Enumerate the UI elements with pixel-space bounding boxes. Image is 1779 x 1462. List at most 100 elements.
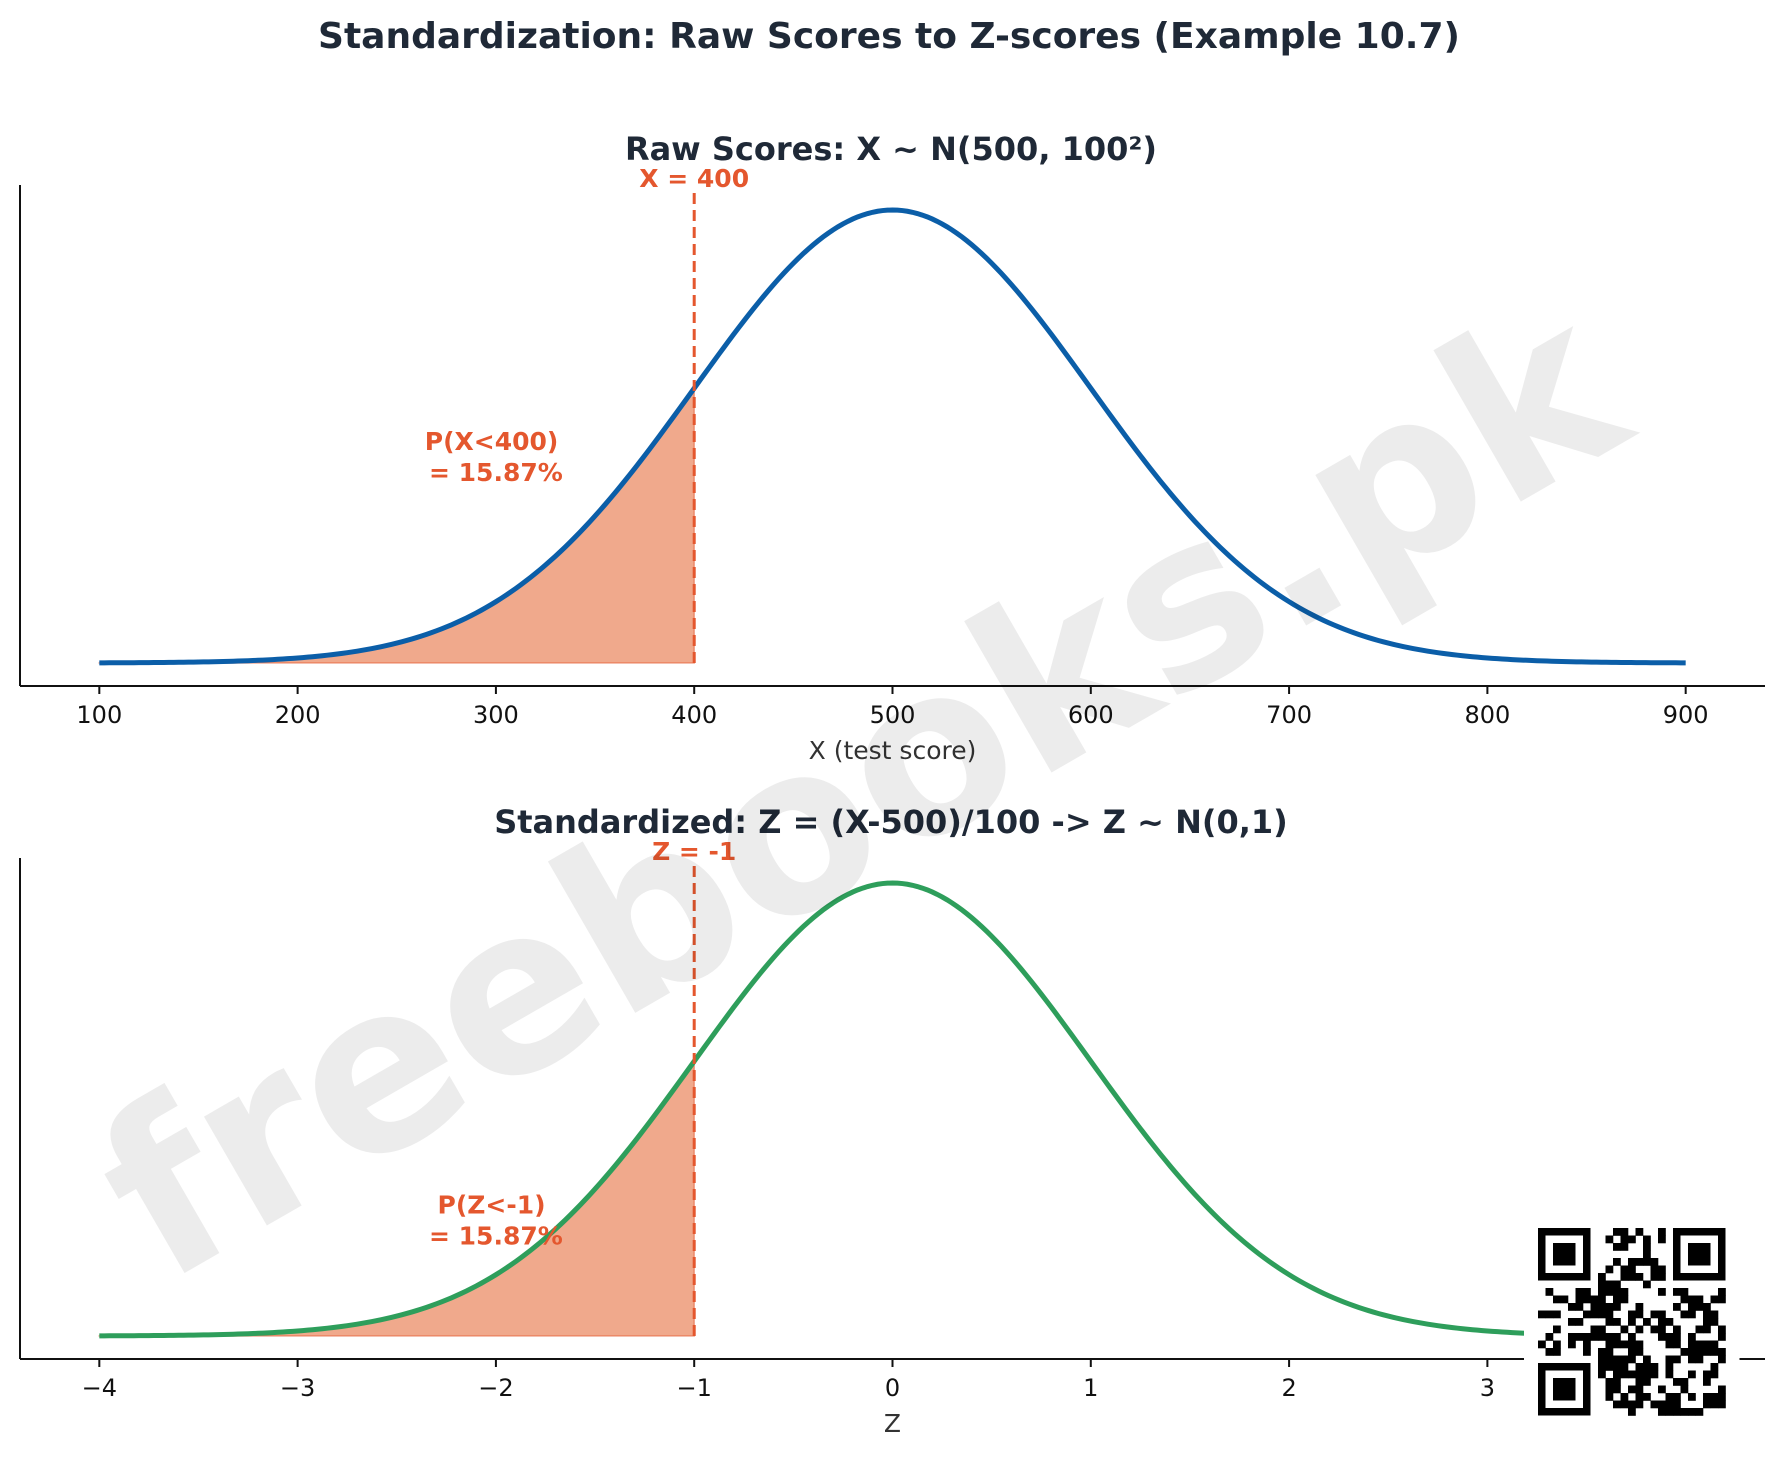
qr-module (1643, 1250, 1651, 1259)
qr-module (1620, 1400, 1629, 1409)
qr-module (1703, 1393, 1711, 1401)
qr-module (1628, 1408, 1636, 1416)
qr-module (1613, 1258, 1621, 1266)
qr-module (1613, 1400, 1621, 1409)
qr-module (1688, 1243, 1711, 1266)
qr-module (1658, 1235, 1666, 1244)
qr-module (1658, 1288, 1666, 1296)
qr-module (1643, 1258, 1651, 1266)
qr-module (1688, 1355, 1696, 1364)
qr-module (1665, 1363, 1674, 1371)
qr-module (1635, 1400, 1644, 1409)
qr-module (1605, 1378, 1614, 1386)
qr-module (1665, 1400, 1674, 1409)
z-x-tick-label: −1 (677, 1374, 712, 1402)
qr-module (1695, 1348, 1704, 1356)
qr-module (1635, 1303, 1644, 1311)
qr-module (1628, 1370, 1636, 1379)
qr-module (1590, 1325, 1599, 1334)
qr-module (1605, 1235, 1614, 1244)
qr-module (1620, 1295, 1629, 1304)
qr-module (1688, 1295, 1696, 1304)
raw-x-tick-label: 500 (870, 701, 916, 729)
raw-annotation-line-2: = 15.87% (429, 458, 563, 487)
qr-module (1688, 1310, 1696, 1319)
qr-module (1628, 1318, 1636, 1326)
qr-module (1710, 1400, 1719, 1409)
qr-module (1680, 1310, 1689, 1319)
z-x-tick-label: 0 (885, 1374, 900, 1402)
z-density-curve (99, 880, 1686, 1339)
qr-module (1553, 1243, 1576, 1266)
z-panel-title: Standardized: Z = (X-500)/100 -> Z ~ N(0… (494, 803, 1288, 841)
qr-module (1628, 1340, 1636, 1349)
qr-module (1553, 1295, 1561, 1304)
z-annotation-line-2: = 15.87% (429, 1222, 563, 1251)
qr-module (1658, 1318, 1666, 1326)
qr-module (1688, 1408, 1696, 1416)
qr-module (1635, 1258, 1644, 1266)
qr-module (1553, 1348, 1561, 1356)
qr-module (1718, 1325, 1726, 1334)
qr-module (1620, 1393, 1629, 1401)
qr-module (1605, 1310, 1614, 1319)
qr-module (1643, 1355, 1651, 1364)
qr-module (1628, 1355, 1636, 1364)
qr-module (1568, 1318, 1576, 1326)
z-annotation-line-1: P(Z<-1) (438, 1191, 546, 1220)
qr-module (1605, 1318, 1614, 1326)
qr-module (1620, 1235, 1629, 1244)
qr-module (1628, 1400, 1636, 1409)
qr-module (1583, 1333, 1591, 1341)
qr-module (1613, 1303, 1621, 1311)
qr-module (1718, 1385, 1726, 1394)
qr-module (1560, 1295, 1569, 1304)
qr-module (1620, 1325, 1629, 1334)
qr-module (1590, 1333, 1599, 1341)
z-probability-annotation: P(Z<-1) = 15.87% (429, 1191, 563, 1251)
raw-shaded-area (98, 385, 695, 664)
qr-module (1590, 1303, 1599, 1311)
raw-x-tick-label: 200 (275, 701, 321, 729)
z-x-ticks: −4 −3 −2 −1 0 1 2 3 (82, 1359, 1495, 1402)
qr-module (1703, 1348, 1711, 1356)
raw-x-tick-label: 100 (76, 701, 122, 729)
qr-module (1605, 1340, 1614, 1349)
qr-module (1650, 1258, 1659, 1266)
qr-module (1635, 1310, 1644, 1319)
qr-module (1545, 1348, 1554, 1356)
qr-module (1590, 1295, 1599, 1304)
qr-module (1605, 1303, 1614, 1311)
qr-module (1658, 1310, 1666, 1319)
qr-module (1598, 1370, 1606, 1379)
qr-module (1673, 1288, 1681, 1296)
qr-module (1575, 1303, 1584, 1311)
qr-module (1598, 1280, 1606, 1289)
qr-module (1583, 1348, 1591, 1356)
qr-module (1553, 1340, 1561, 1349)
watermark: freebooks.pk (57, 249, 1668, 1333)
qr-module (1628, 1273, 1636, 1281)
qr-module (1643, 1378, 1651, 1386)
qr-module (1613, 1378, 1621, 1386)
qr-module (1688, 1303, 1696, 1311)
qr-module (1605, 1280, 1614, 1289)
qr-module (1710, 1295, 1719, 1304)
qr-module (1710, 1370, 1719, 1379)
z-x-tick-label: −4 (82, 1374, 117, 1402)
qr-module (1703, 1370, 1711, 1379)
qr-module (1613, 1295, 1621, 1304)
qr-module (1635, 1340, 1644, 1349)
qr-module (1658, 1273, 1666, 1281)
qr-module (1673, 1340, 1681, 1349)
qr-module (1703, 1303, 1711, 1311)
qr-module (1688, 1348, 1696, 1356)
qr-module (1703, 1325, 1711, 1334)
qr-module (1695, 1295, 1704, 1304)
qr-module (1703, 1310, 1711, 1319)
qr-module (1620, 1273, 1629, 1281)
qr-code-image (1524, 1214, 1740, 1430)
z-x-tick-label: −3 (280, 1374, 315, 1402)
qr-module (1605, 1288, 1614, 1296)
